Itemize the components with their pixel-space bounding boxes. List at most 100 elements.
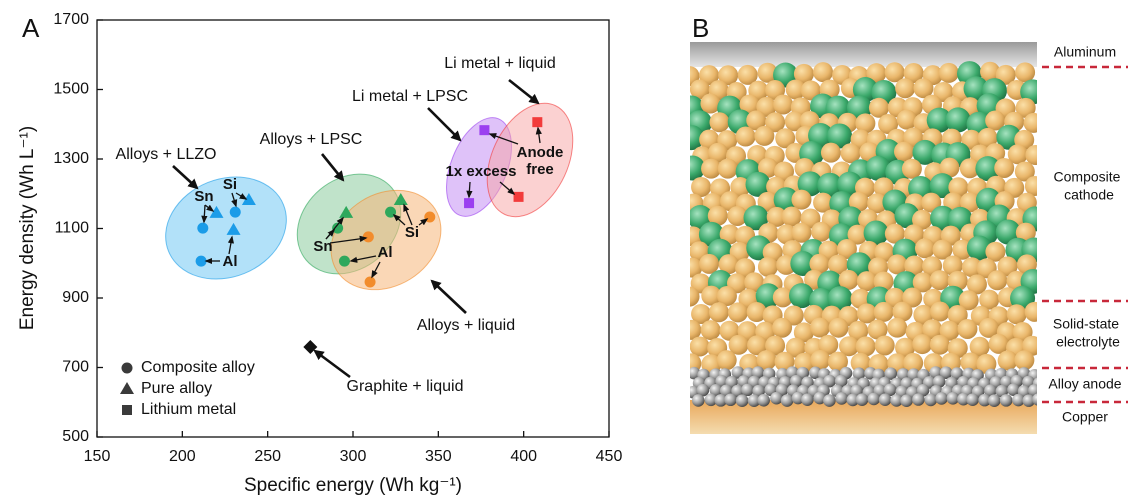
arrow [315,351,350,377]
annotation: Alloys + liquid [417,317,515,334]
annotation: Graphite + liquid [347,378,464,395]
electrolyte-particle [821,143,841,163]
point [479,125,489,135]
x-tick-label: 200 [169,448,196,465]
alloy-particle [757,394,770,407]
electrolyte-particle [987,270,1007,290]
legend-marker [120,382,134,394]
electrolyte-particle [875,335,895,355]
point [424,212,435,223]
legend-label: Lithium metal [141,401,236,418]
cell-stack [679,42,1048,434]
electrolyte-particle [811,222,831,242]
y-axis-label: Energy density (Wh L⁻¹) [17,126,38,330]
layer-label: cathode [1064,187,1114,203]
annotation: Li metal + liquid [444,55,556,72]
electrolyte-particle [718,159,738,179]
alloy-particle [879,393,892,406]
alloy-particle [1000,394,1013,407]
layer-label: Alloy anode [1048,376,1121,392]
annotation: Anode [517,144,564,161]
y-tick-label: 900 [62,289,89,306]
alloy-particle [736,394,749,407]
electrolyte-particle [829,318,849,338]
panel-label: A [22,13,40,43]
electrolyte-particle [701,320,721,340]
electrolyte-particle [680,287,700,307]
electrolyte-particle [758,257,778,277]
point [196,256,207,267]
annotation: Sn [313,238,332,255]
annotation: Sn [194,188,213,205]
electrolyte-particle [813,62,833,82]
electrolyte-particle [957,319,977,339]
alloy-particle [988,394,1001,407]
alloy-particle [823,394,836,407]
point [464,198,474,208]
alloy-particle [935,392,948,405]
legend-marker [122,405,132,415]
point [339,256,350,267]
alloy-particle [924,394,937,407]
electrolyte-particle [709,302,729,322]
alloy-particle [801,393,814,406]
annotation: Alloys + LPSC [260,131,363,148]
alloy-particle [781,394,794,407]
alloy-particle [692,394,705,407]
layer-label: Composite [1054,169,1121,185]
layer-label: Copper [1062,409,1108,425]
point [532,117,542,127]
y-tick-label: 1700 [53,11,89,28]
electrolyte-particle [1024,113,1044,133]
particles [679,61,1048,407]
x-tick-label: 250 [254,448,281,465]
electrolyte-particle [939,63,959,83]
annotation: Si [405,224,419,241]
electrolyte-particle [887,318,907,338]
annotation: free [526,161,554,178]
x-tick-label: 450 [596,448,623,465]
x-tick-label: 350 [425,448,452,465]
point [365,277,376,288]
electrolyte-particle [1015,62,1035,82]
x-axis-label: Specific energy (Wh kg⁻¹) [244,475,462,496]
x-tick-label: 150 [84,448,111,465]
alloy-particle [835,392,848,405]
annotation: Alloys + LLZO [116,146,217,163]
electrolyte-particle [894,142,914,162]
arrow [173,166,197,188]
annotation: Li metal + LPSC [352,88,468,105]
alloy-particle [724,393,737,406]
alloy-particle [856,393,869,406]
electrolyte-particle [717,350,737,370]
figure: A Alloys + LLZO Alloys + [0,0,1128,498]
electrolyte-particle [902,159,922,179]
arrow [509,80,538,103]
y-tick-label: 700 [62,359,89,376]
legend-label: Pure alloy [141,380,212,397]
annotation: Si [223,176,237,193]
y-tick-label: 1500 [53,81,89,98]
x-tick-label: 300 [340,448,367,465]
electrolyte-particle [1007,304,1027,324]
annotation: 1x excess [446,163,517,180]
electrolyte-particle [772,318,792,338]
annotation: Al [378,244,393,261]
electrolyte-particle [709,112,729,132]
electrolyte-particle [754,126,774,146]
alloy-particle [912,393,925,406]
point [514,192,524,202]
arrow [432,281,466,313]
point [363,231,374,242]
y-tick-label: 1300 [53,150,89,167]
electrolyte-particle [810,318,830,338]
layer-label: electrolyte [1056,334,1120,350]
alloy-particle [1032,393,1045,406]
electrolyte-particle [1025,145,1045,165]
electrolyte-particle [912,334,932,354]
legend-marker [122,363,133,374]
electrolyte-particle [791,223,811,243]
y-tick-label: 1100 [55,220,90,237]
x-tick-label: 400 [510,448,537,465]
arrow [322,154,343,180]
